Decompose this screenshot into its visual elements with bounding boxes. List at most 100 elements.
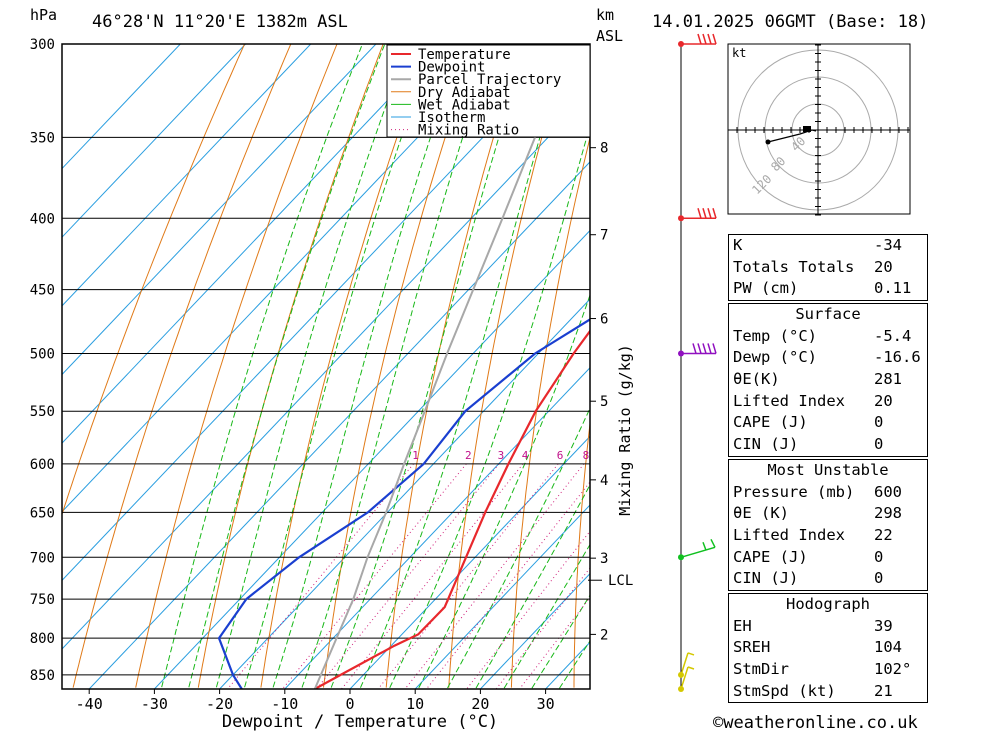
temperature-tick-label: -20 xyxy=(206,695,233,713)
dry-adiabat-line xyxy=(62,44,246,516)
isotherm-line xyxy=(62,44,572,582)
index-value: 22 xyxy=(874,526,893,545)
dry-adiabat-line xyxy=(323,44,477,688)
dry-adiabat-line xyxy=(72,44,292,688)
index-label: StmDir xyxy=(733,660,789,679)
index-panel-surface: Surface Temp (°C) -5.4 Dewp (°C) -16.6 θE(… xyxy=(728,303,928,457)
index-row: StmSpd (kt) 21 xyxy=(729,681,927,703)
legend-entry: Dewpoint xyxy=(418,60,485,76)
index-label: CIN (J) xyxy=(733,435,799,454)
index-label: Lifted Index xyxy=(733,526,845,545)
legend-entry: Isotherm xyxy=(418,110,485,126)
credit-text: ©weatheronline.co.uk xyxy=(713,713,918,733)
dry-adiabat-line xyxy=(260,44,430,688)
index-value: 39 xyxy=(874,616,893,635)
index-label: StmSpd (kt) xyxy=(733,681,836,700)
index-value: 0 xyxy=(874,569,884,588)
wet-adiabat-line xyxy=(417,293,590,689)
index-label: θE(K) xyxy=(733,370,780,389)
wet-adiabat-line xyxy=(243,44,435,689)
index-label: PW (cm) xyxy=(733,279,799,298)
dry-adiabat-line xyxy=(573,419,590,688)
index-value: 102° xyxy=(874,660,912,679)
temperature-tick-label: 20 xyxy=(471,695,489,713)
index-panel-most-unstable: Most Unstable Pressure (mb) 600 θE (K) 298… xyxy=(728,459,928,592)
mixing-ratio-label: 10 xyxy=(600,449,613,462)
km-tick-label: 7 xyxy=(600,228,608,244)
isotherm-line xyxy=(62,44,181,170)
index-row: θE (K) 298 xyxy=(729,503,927,525)
km-tick-label: 3 xyxy=(600,551,608,567)
legend-entry: Dry Adiabat xyxy=(418,85,511,101)
wet-adiabat-line xyxy=(272,44,463,689)
isotherm-line xyxy=(62,92,590,650)
mixing-ratio-line xyxy=(466,530,590,689)
index-row: StmDir 102° xyxy=(729,659,927,681)
index-label: Totals Totals xyxy=(733,257,855,276)
x-axis-label: Dewpoint / Temperature (°C) xyxy=(222,712,498,732)
index-value: 20 xyxy=(874,257,893,276)
temperature-tick-label: 0 xyxy=(345,695,354,713)
index-row: EH 39 xyxy=(729,616,927,638)
index-value: 0 xyxy=(874,413,884,432)
wet-adiabat-line xyxy=(530,594,590,689)
dry-adiabat-line xyxy=(448,44,569,688)
pressure-tick-label: 650 xyxy=(30,505,55,521)
pressure-tick-label: 550 xyxy=(30,404,55,420)
index-value: 20 xyxy=(874,391,893,410)
mixing-ratio-label: 4 xyxy=(522,449,529,462)
wet-adiabat-line xyxy=(446,407,590,689)
storm-motion-icon xyxy=(803,126,811,132)
pressure-tick-label: 300 xyxy=(30,37,55,53)
index-value: 0 xyxy=(874,435,884,454)
temperature-line xyxy=(314,329,590,689)
asl-unit-label: ASL xyxy=(596,27,624,45)
temperature-tick-label: -40 xyxy=(76,695,103,713)
index-row: Totals Totals 20 xyxy=(729,257,927,279)
index-row: Pressure (mb) 600 xyxy=(729,482,927,504)
legend-entry: Mixing Ratio xyxy=(418,123,519,139)
index-label: Dewp (°C) xyxy=(733,348,817,367)
mixing-ratio-line xyxy=(227,463,414,689)
index-label: SREH xyxy=(733,638,771,657)
wind-barb-icon xyxy=(681,208,717,220)
dry-adiabat-line xyxy=(972,44,1000,688)
index-value: 21 xyxy=(874,681,893,700)
lcl-label: LCL xyxy=(608,573,633,589)
index-row: Lifted Index 20 xyxy=(729,391,927,413)
dewpoint-line xyxy=(217,318,590,689)
index-row: Dewp (°C) -16.6 xyxy=(729,347,927,369)
index-panel-general: K -34 Totals Totals 20 PW (cm) 0.11 xyxy=(728,234,928,302)
index-label: CAPE (J) xyxy=(733,413,808,432)
wet-adiabat-line xyxy=(474,483,590,689)
pressure-tick-label: 800 xyxy=(30,631,55,647)
mixing-ratio-label: 3 xyxy=(498,449,505,462)
mixing-ratio-line xyxy=(404,463,585,689)
isotherm-line xyxy=(62,44,442,444)
mixing-ratio-line xyxy=(519,596,590,689)
pressure-tick-label: 750 xyxy=(30,592,55,608)
index-row: Temp (°C) -5.4 xyxy=(729,326,927,348)
pressure-tick-label: 700 xyxy=(30,550,55,566)
plot-frame xyxy=(61,43,591,690)
mixing-ratio-line xyxy=(282,463,467,689)
wet-adiabat-line xyxy=(503,543,590,689)
wind-barb-icon xyxy=(680,652,695,676)
mixing-ratio-label: 15 xyxy=(638,449,651,462)
isotherm-line xyxy=(284,367,590,689)
index-row: CIN (J) 0 xyxy=(729,568,927,590)
index-label: Lifted Index xyxy=(733,391,845,410)
pressure-tick-label: 850 xyxy=(30,668,55,684)
index-value: 600 xyxy=(874,482,902,501)
isotherm-line xyxy=(219,298,590,689)
pressure-tick-label: 500 xyxy=(30,346,55,362)
wind-barb-icon xyxy=(680,538,716,559)
km-tick-label: 6 xyxy=(600,312,608,328)
pressure-tick-label: 350 xyxy=(30,130,55,146)
mixing-ratio-line xyxy=(316,463,500,689)
legend-entry: Parcel Trajectory xyxy=(418,72,561,88)
index-value: 104 xyxy=(874,638,902,657)
temperature-tick-label: 10 xyxy=(406,695,424,713)
